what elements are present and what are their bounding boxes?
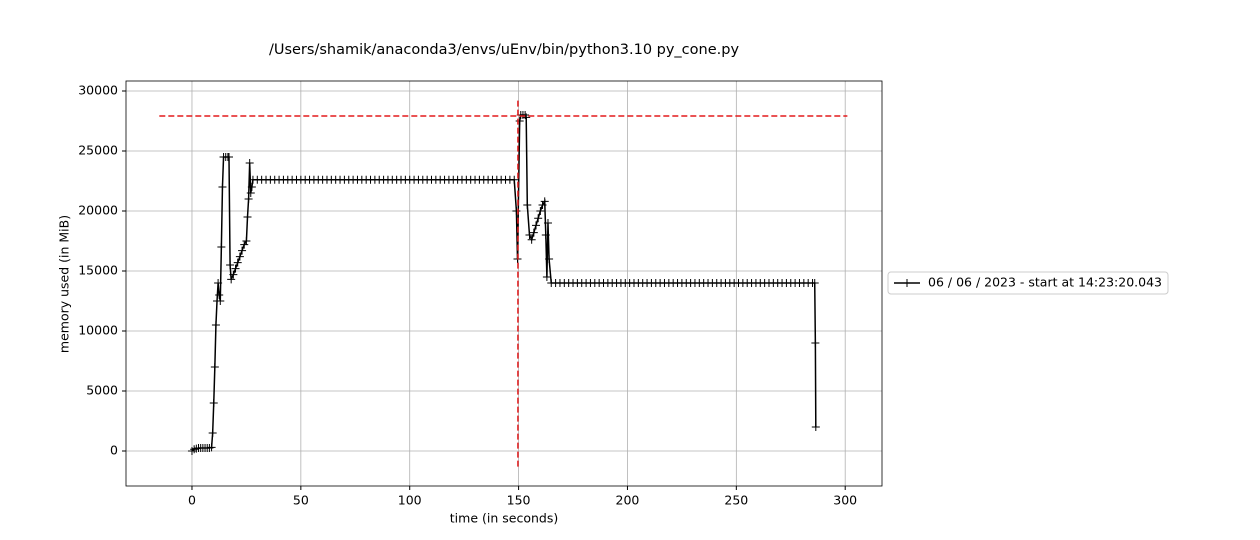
data-point [216, 296, 225, 305]
x-tick-label: 300 [833, 493, 857, 508]
data-point [525, 230, 534, 239]
x-axis-label: time (in seconds) [450, 511, 558, 526]
data-point [543, 218, 552, 227]
data-point [545, 254, 554, 263]
data-point [231, 264, 240, 273]
data-point [208, 428, 217, 437]
data-point [522, 113, 531, 122]
data-point [536, 206, 545, 215]
legend-marker [903, 279, 911, 287]
data-point [229, 270, 238, 279]
data-point [542, 272, 551, 281]
data-point [244, 194, 253, 203]
data-point [811, 422, 820, 431]
legend-box [887, 271, 1169, 295]
data-point [235, 252, 244, 261]
data-point [210, 362, 219, 371]
x-tick-label: 250 [724, 493, 748, 508]
x-tick-label: 150 [507, 493, 531, 508]
y-axis-label: memory used (in MiB) [57, 215, 72, 353]
x-tick-label: 50 [293, 493, 309, 508]
y-tick-label: 30000 [78, 82, 118, 97]
x-tick-label: 200 [616, 493, 640, 508]
y-tick-label: 0 [110, 442, 118, 457]
x-tick-label: 0 [188, 493, 196, 508]
data-point [238, 246, 247, 255]
data-point [810, 278, 819, 287]
y-tick-label: 15000 [78, 262, 118, 277]
data-point [523, 200, 532, 209]
data-point [527, 235, 536, 244]
data-point [215, 290, 224, 299]
data-point [541, 230, 550, 239]
data-point [217, 242, 226, 251]
data-point [209, 398, 218, 407]
data-point [512, 206, 521, 215]
y-tick-label: 25000 [78, 142, 118, 157]
data-point [532, 221, 541, 230]
data-point [510, 175, 519, 184]
y-tick-label: 5000 [86, 382, 118, 397]
data-point [218, 182, 227, 191]
data-point [214, 278, 223, 287]
data-point [243, 212, 252, 221]
data-point [540, 197, 549, 206]
x-tick-label: 100 [398, 493, 422, 508]
data-point [226, 260, 235, 269]
data-point [247, 182, 256, 191]
data-point [207, 443, 216, 452]
data-point [529, 228, 538, 237]
y-tick-label: 20000 [78, 202, 118, 217]
chart-title: /Users/shamik/anaconda3/envs/uEnv/bin/py… [269, 42, 740, 58]
legend-label: 06 / 06 / 2023 - start at 14:23:20.043 [928, 275, 1162, 290]
plot-frame [125, 80, 883, 487]
data-point [242, 236, 251, 245]
data-point [534, 214, 543, 223]
data-point [811, 338, 820, 347]
data-point [246, 188, 255, 197]
data-point [227, 275, 236, 284]
legend: 06 / 06 / 2023 - start at 14:23:20.043 [887, 271, 1169, 295]
data-point [211, 320, 220, 329]
data-point [233, 258, 242, 267]
data-point [224, 152, 233, 161]
data-point [245, 158, 254, 167]
y-tick-label: 10000 [78, 322, 118, 337]
data-point [515, 116, 524, 125]
